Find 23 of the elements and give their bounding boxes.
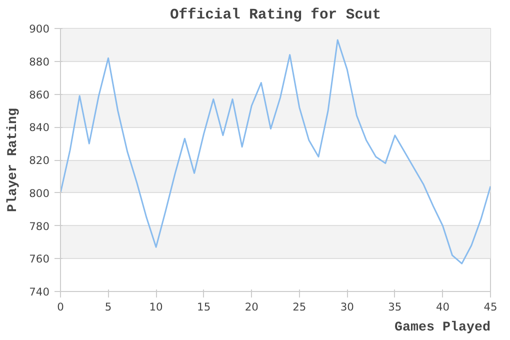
- y-tick-label: 860: [29, 88, 50, 102]
- y-tick-label: 880: [29, 55, 50, 68]
- y-tick-label: 820: [29, 154, 50, 167]
- x-tick-label: 30: [340, 300, 354, 314]
- x-tick-label: 10: [149, 300, 164, 314]
- y-tick-label: 780: [29, 220, 50, 233]
- x-tick-label: 5: [104, 300, 112, 314]
- y-tick-label: 840: [29, 121, 50, 134]
- line-series: [60, 39, 490, 264]
- x-tick-label: 35: [388, 300, 402, 314]
- y-tick-label: 900: [29, 22, 50, 36]
- x-tick-label: 20: [244, 300, 259, 314]
- x-tick-label: 25: [292, 300, 306, 314]
- chart-title: Official Rating for Scut: [170, 8, 382, 24]
- x-axis-title: Games Played: [394, 320, 491, 336]
- x-tick-label: 40: [436, 300, 450, 314]
- y-tick-label: 760: [29, 252, 50, 266]
- x-tick-label: 45: [484, 300, 498, 314]
- x-tick-label: 0: [57, 300, 64, 314]
- y-tick-label: 800: [29, 186, 50, 200]
- y-tick-label: 740: [29, 286, 50, 298]
- y-axis-title: Player Rating: [6, 108, 22, 212]
- x-tick-label: 15: [197, 300, 211, 314]
